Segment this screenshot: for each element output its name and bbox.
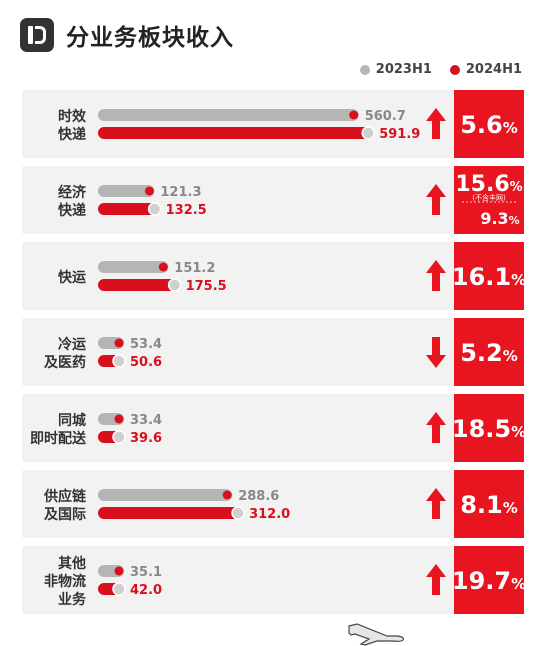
category-label: 快递 [58,126,86,143]
category-label: 及医药 [44,354,86,371]
category-label: 同城 [58,412,86,429]
data-label: 175.5 [186,279,227,294]
bar-2023H1 [98,489,233,501]
data-label: 35.1 [130,565,162,580]
airplane-icon [348,623,404,646]
data-label: 132.5 [166,203,207,218]
bar-end-dot [222,490,232,500]
bar-end-dot [158,262,168,272]
arrow-up-icon [426,412,446,443]
logo-icon [20,18,54,52]
bar-end-dot [144,186,154,196]
bar-end-dot [114,414,124,424]
data-label: 591.9 [379,127,420,142]
row-background [22,318,454,386]
growth-value: 19.7% [452,567,526,595]
arrow-down-icon [426,337,446,368]
bar-end-dot [114,566,124,576]
arrow-up-icon [426,108,446,139]
category-label: 快递 [58,202,86,219]
legend-dot-red [449,64,460,75]
arrow-up-icon [426,184,446,215]
bar-end-dot [112,430,126,444]
arrow-up-icon [426,260,446,291]
data-label: 288.6 [238,489,279,504]
growth-panel [454,166,524,234]
growth-value: 16.1% [452,263,526,291]
growth-value: 15.6% [455,172,522,197]
bar-end-dot [361,126,375,140]
row-background [22,90,454,158]
bar-2023H1 [98,261,169,273]
bar-2024H1 [98,203,160,215]
category-label: 冷运 [58,336,86,353]
bar-2024H1 [98,279,180,291]
bar-2023H1 [98,185,155,197]
category-label: 经济 [58,184,87,201]
growth-value: 5.6% [460,111,518,139]
data-label: 33.4 [130,413,162,428]
growth-sub-value: 9.3% [480,209,519,228]
row-background [22,470,454,538]
bar-end-dot [147,202,162,216]
data-label: 151.2 [174,261,215,276]
bar-end-dot [231,506,245,520]
category-label: 时效 [58,108,87,125]
growth-panel [454,242,524,310]
data-label: 39.6 [130,431,162,446]
row-background [22,166,454,234]
category-label: 供应链 [43,488,87,505]
growth-panel [454,394,524,462]
bar-2024H1 [98,507,244,519]
growth-note: (不含丰网) [472,193,506,202]
legend-dot-gray [359,64,370,75]
data-label: 121.3 [160,185,201,200]
header: 分业务板块收入 [20,16,520,52]
data-label: 50.6 [130,355,162,370]
data-label: 312.0 [249,507,290,522]
row-background [22,546,454,614]
category-label: 及国际 [44,507,86,523]
growth-value: 8.1% [460,491,518,519]
bar-end-dot [167,278,182,292]
row-background [22,242,454,310]
data-label: 560.7 [365,109,406,124]
bar-end-dot [112,582,126,596]
category-label: 快运 [58,269,86,286]
bar-2023H1 [98,109,359,121]
category-label: 非物流 [44,573,86,590]
legend-label-2023: 2023H1 [375,62,432,77]
bar-end-dot [114,338,124,348]
growth-value: 5.2% [460,339,518,367]
data-label: 42.0 [130,583,162,598]
row-background [22,394,454,462]
category-label: 业务 [58,591,87,608]
legend-label-2024: 2024H1 [465,62,522,77]
bar-end-dot [112,354,126,368]
growth-panel [454,318,524,386]
growth-panel [454,470,524,538]
legend: 2023H1 2024H1 [359,62,522,77]
growth-panel [454,90,524,158]
category-label: 其他 [58,555,86,572]
legend-item-2024: 2024H1 [449,62,522,77]
bar-2024H1 [98,127,374,139]
bar-end-dot [349,110,359,120]
arrow-up-icon [426,564,446,595]
growth-panel [454,546,524,614]
arrow-up-icon [426,488,446,519]
growth-value: 18.5% [452,415,526,443]
data-label: 53.4 [130,337,162,352]
category-label: 即时配送 [30,430,87,447]
legend-item-2023: 2023H1 [359,62,432,77]
chart-title: 分业务板块收入 [66,25,234,51]
